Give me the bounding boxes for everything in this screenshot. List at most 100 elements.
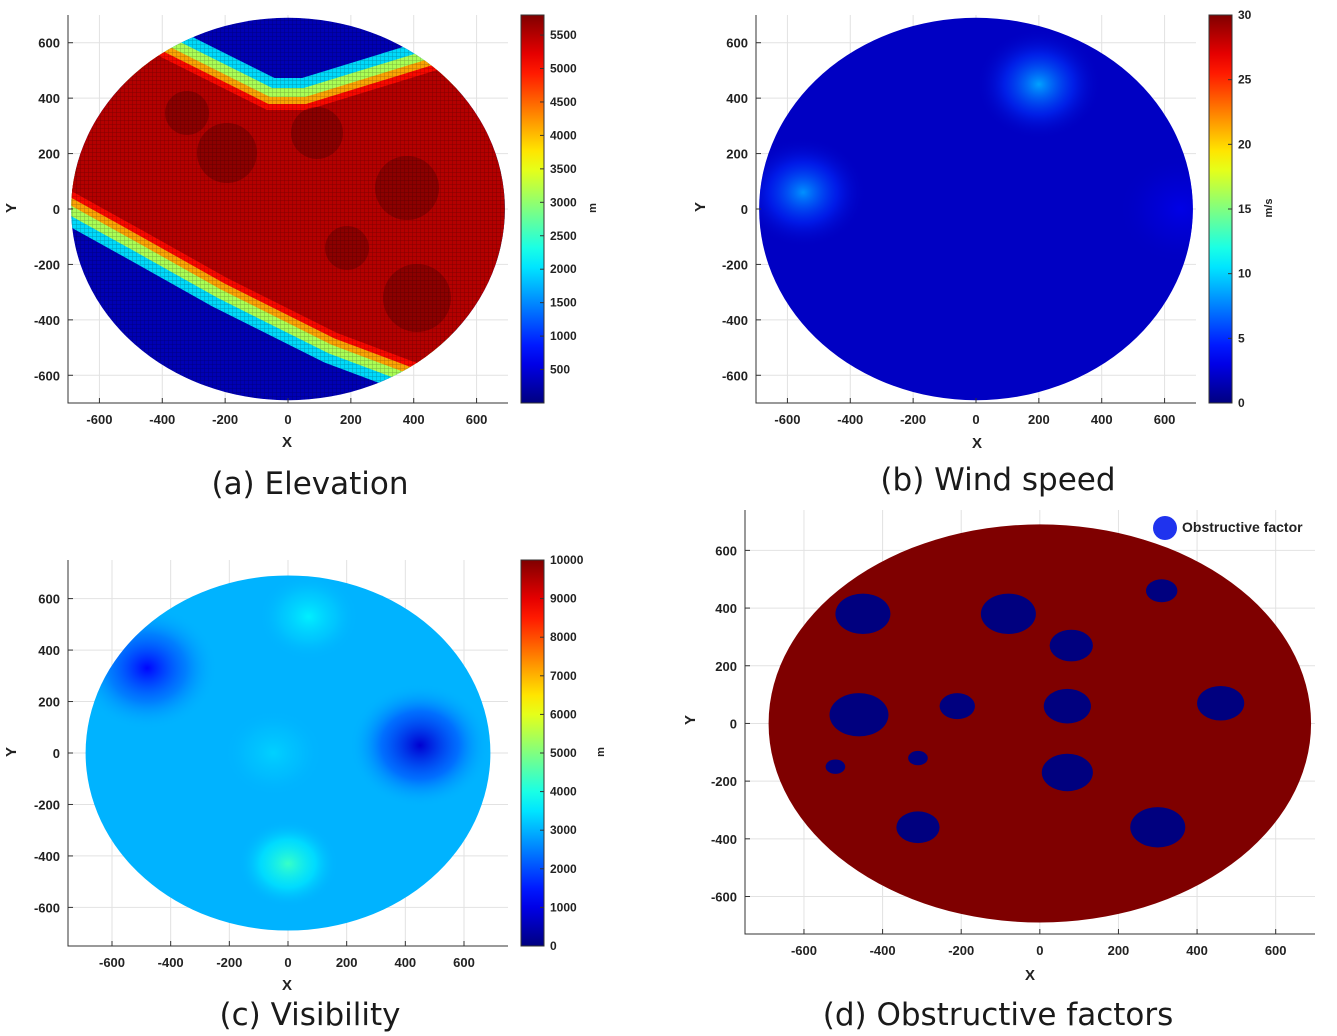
panel-caption: (b) Wind speed [880, 462, 1115, 498]
obstacle-marker [908, 750, 928, 766]
x-tick-label: -600 [86, 412, 112, 427]
y-tick-label: -400 [34, 313, 60, 328]
x-tick-label: 600 [453, 955, 475, 970]
field-peak [85, 606, 218, 730]
field-peak [258, 575, 359, 661]
colorbar-tick-label: 25 [1238, 73, 1252, 87]
free-space-region [768, 524, 1312, 923]
x-tick-label: 0 [284, 412, 291, 427]
obstacle-marker [1049, 629, 1093, 662]
y-axis-label: Y [3, 203, 20, 213]
colorbar-tick-label: 500 [550, 363, 570, 377]
colorbar-tick-label: 0 [550, 939, 557, 953]
legend: Obstructive factor [1153, 516, 1303, 540]
x-tick-label: 600 [1154, 412, 1176, 427]
obstacle-marker [980, 593, 1036, 635]
x-tick-label: -600 [774, 412, 800, 427]
y-axis-label: Y [3, 747, 20, 757]
y-tick-label: 400 [715, 601, 737, 616]
legend-label: Obstructive factor [1182, 519, 1303, 535]
colorbar-tick-label: 6000 [550, 707, 577, 721]
obstacle-marker [1041, 753, 1093, 792]
y-tick-label: 200 [726, 147, 748, 162]
x-tick-label: 0 [1036, 943, 1043, 958]
x-tick-label: -200 [900, 412, 926, 427]
obstacle-marker [896, 811, 940, 844]
colorbar-tick-label: 0 [1238, 396, 1245, 410]
colorbar-tick-label: 5000 [550, 746, 577, 760]
colorbar-tick-label: 1500 [550, 296, 577, 310]
tick-labels: -600 -400 -200 0 200 400 600 -600 -400 -200 0 200 40… [711, 543, 1287, 958]
axes-frame [755, 15, 1196, 404]
colorbar: 0 1000 2000 3000 4000 5000 6000 7000 8000 9000 100… [520, 553, 607, 953]
x-tick-label: 200 [340, 412, 362, 427]
obstacle-marker [1130, 807, 1186, 848]
surface-mesh [71, 17, 505, 401]
y-tick-label: -600 [711, 890, 737, 905]
colorbar-tick-label: 1000 [550, 329, 577, 343]
x-tick-label: -200 [212, 412, 238, 427]
obstacle-marker [829, 693, 889, 737]
x-axis-label: X [1025, 967, 1035, 984]
x-tick-label: 400 [394, 955, 416, 970]
panel-caption: (a) Elevation [211, 466, 408, 502]
colorbar-unit-label: m/s [1263, 199, 1275, 218]
x-tick-label: 200 [1108, 943, 1130, 958]
x-tick-label: 200 [336, 955, 358, 970]
plot-area [71, 17, 505, 401]
x-tick-label: 0 [284, 955, 291, 970]
colorbar-tick-label: 4000 [550, 785, 577, 799]
y-tick-label: 200 [38, 695, 60, 710]
y-tick-label: 400 [726, 91, 748, 106]
tick-labels: -600 -400 -200 0 200 400 600 -600 -400 -200 0 200 40… [722, 36, 1175, 427]
y-tick-label: 600 [715, 543, 737, 558]
x-axis-label: X [972, 435, 982, 452]
x-tick-label: -200 [948, 943, 974, 958]
colorbar-unit-label: m [587, 203, 599, 213]
field-peak [759, 136, 867, 248]
field-peak [1117, 153, 1193, 265]
x-tick-label: 200 [1028, 412, 1050, 427]
colorbar-scale [520, 14, 545, 404]
y-tick-label: -200 [34, 797, 60, 812]
panel-caption: (d) Obstructive factors [823, 997, 1174, 1033]
y-tick-label: 600 [726, 36, 748, 51]
x-tick-label: 600 [466, 412, 488, 427]
colorbar-tick-label: 5 [1238, 331, 1245, 345]
colorbar-tick-label: 20 [1238, 137, 1252, 151]
colorbar-tick-label: 10000 [550, 553, 584, 567]
y-tick-label: 600 [38, 592, 60, 607]
y-tick-label: -200 [722, 257, 748, 272]
x-tick-label: -400 [149, 412, 175, 427]
x-axis-label: X [282, 434, 292, 451]
chart-panel-2: -600 -400 -200 0 200 400 600-600-400-200020040… [692, 8, 1275, 498]
colorbar-tick-label: 5500 [550, 28, 577, 42]
obstacle-marker [1197, 685, 1245, 721]
x-tick-label: -400 [870, 943, 896, 958]
y-tick-label: 600 [38, 36, 60, 51]
colorbar-tick-label: 2500 [550, 229, 577, 243]
x-tick-label: -200 [216, 955, 242, 970]
colorbar-tick-label: 10 [1238, 267, 1252, 281]
axes-frame [67, 15, 508, 404]
y-tick-label: -200 [711, 774, 737, 789]
tick-labels: -600 -400 -200 0 200 400 600 -600 -400 -200 0 200 40… [34, 592, 475, 970]
x-tick-label: 400 [1186, 943, 1208, 958]
obstacle-marker [939, 693, 975, 720]
y-tick-label: 200 [38, 147, 60, 162]
y-tick-label: 400 [38, 91, 60, 106]
obstacle-marker [1145, 579, 1178, 603]
y-tick-label: -400 [711, 832, 737, 847]
colorbar-tick-label: 9000 [550, 592, 577, 606]
colorbar-tick-label: 1000 [550, 900, 577, 914]
colorbar-tick-label: 7000 [550, 669, 577, 683]
chart-panel-1: -600 -400 -200 0 200 400 600 -600 -400 -200 0 200 40… [3, 14, 599, 502]
field-peak [349, 683, 491, 808]
y-axis-label: Y [682, 715, 699, 725]
y-tick-label: -600 [722, 368, 748, 383]
panel-caption: (c) Visibility [219, 997, 400, 1033]
colorbar-tick-label: 5000 [550, 62, 577, 76]
x-tick-label: -600 [99, 955, 125, 970]
field-peak [223, 709, 324, 797]
